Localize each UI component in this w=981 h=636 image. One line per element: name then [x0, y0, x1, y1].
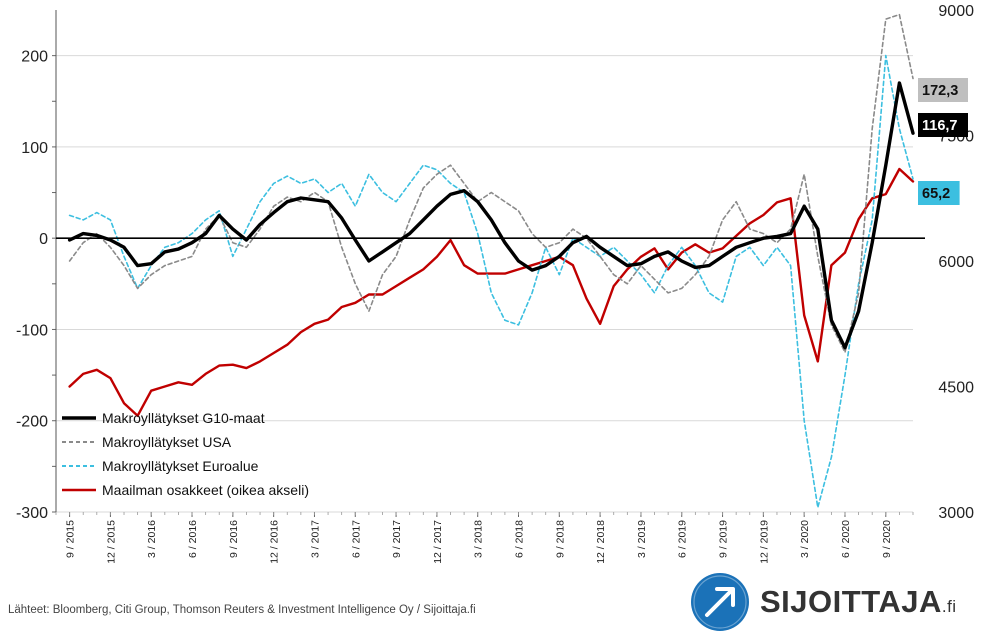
x-tick-label: 12 / 2016 [269, 520, 281, 564]
legend-label: Makroyllätykset G10-maat [102, 410, 265, 426]
series-group [56, 13, 925, 509]
x-tick-label: 3 / 2020 [799, 520, 811, 558]
source-note: Lähteet: Bloomberg, Citi Group, Thomson … [8, 604, 476, 616]
legend-label: Makroyllätykset USA [102, 434, 232, 450]
y-left-tick-label: 100 [21, 140, 48, 157]
gridlines [56, 55, 913, 513]
series-line-2 [68, 13, 914, 354]
y-left-tick-label: -100 [16, 322, 48, 339]
chart: -300-200-1000100200300045006000750090009… [16, 3, 974, 564]
x-tick-label: 12 / 2018 [595, 520, 607, 564]
x-tick-label: 6 / 2016 [187, 520, 199, 558]
series-line-1 [67, 81, 915, 350]
y-left-tick-label: -200 [16, 414, 48, 431]
x-tick-label: 12 / 2019 [758, 520, 770, 564]
y-left-tick-label: 200 [21, 49, 48, 66]
x-tick-label: 3 / 2017 [309, 520, 321, 558]
series-line-3 [68, 54, 914, 509]
arrow-up-right-icon [691, 573, 749, 631]
x-tick-label: 9 / 2017 [391, 520, 403, 558]
x-tick-label: 6 / 2017 [350, 520, 362, 558]
x-tick-label: 6 / 2020 [840, 520, 852, 558]
x-tick-label: 3 / 2019 [636, 520, 648, 558]
y-right-tick-label: 6000 [938, 254, 974, 271]
x-tick-label: 6 / 2018 [514, 520, 526, 558]
x-tick-label: 9 / 2016 [228, 520, 240, 558]
end-label-background [918, 78, 968, 102]
legend-label: Makroyllätykset Euroalue [102, 458, 259, 474]
end-label-text: 172,3 [922, 83, 958, 99]
end-label-background [918, 181, 960, 205]
axes: -300-200-1000100200300045006000750090009… [16, 3, 974, 564]
y-right-tick-label: 3000 [938, 505, 974, 522]
y-left-tick-label: 0 [39, 231, 48, 248]
x-tick-label: 12 / 2015 [105, 520, 117, 564]
y-right-tick-label: 4500 [938, 380, 974, 397]
legend: Makroyllätykset G10-maat Makroyllätykset … [62, 410, 309, 498]
end-value-labels: 172,3 116,7 65,2 [918, 78, 968, 205]
x-tick-label: 9 / 2018 [554, 520, 566, 558]
legend-label: Maailman osakkeet (oikea akseli) [102, 482, 309, 498]
x-tick-label: 9 / 2020 [881, 520, 893, 558]
y-right-tick-label: 9000 [938, 3, 974, 20]
x-tick-label: 9 / 2019 [718, 520, 730, 558]
x-tick-label: 6 / 2019 [677, 520, 689, 558]
logo-wordmark: SIJOITTAJA.fi [760, 584, 957, 619]
series-line-4 [68, 167, 915, 417]
x-tick-label: 12 / 2017 [432, 520, 444, 564]
y-left-tick-label: -300 [16, 505, 48, 522]
end-label-background [918, 113, 968, 137]
end-label-text: 116,7 [922, 118, 958, 134]
end-label-text: 65,2 [922, 186, 950, 202]
x-tick-label: 9 / 2015 [65, 520, 77, 558]
logo: SIJOITTAJA.fi [690, 572, 957, 632]
x-tick-label: 3 / 2016 [146, 520, 158, 558]
x-tick-label: 3 / 2018 [473, 520, 485, 558]
